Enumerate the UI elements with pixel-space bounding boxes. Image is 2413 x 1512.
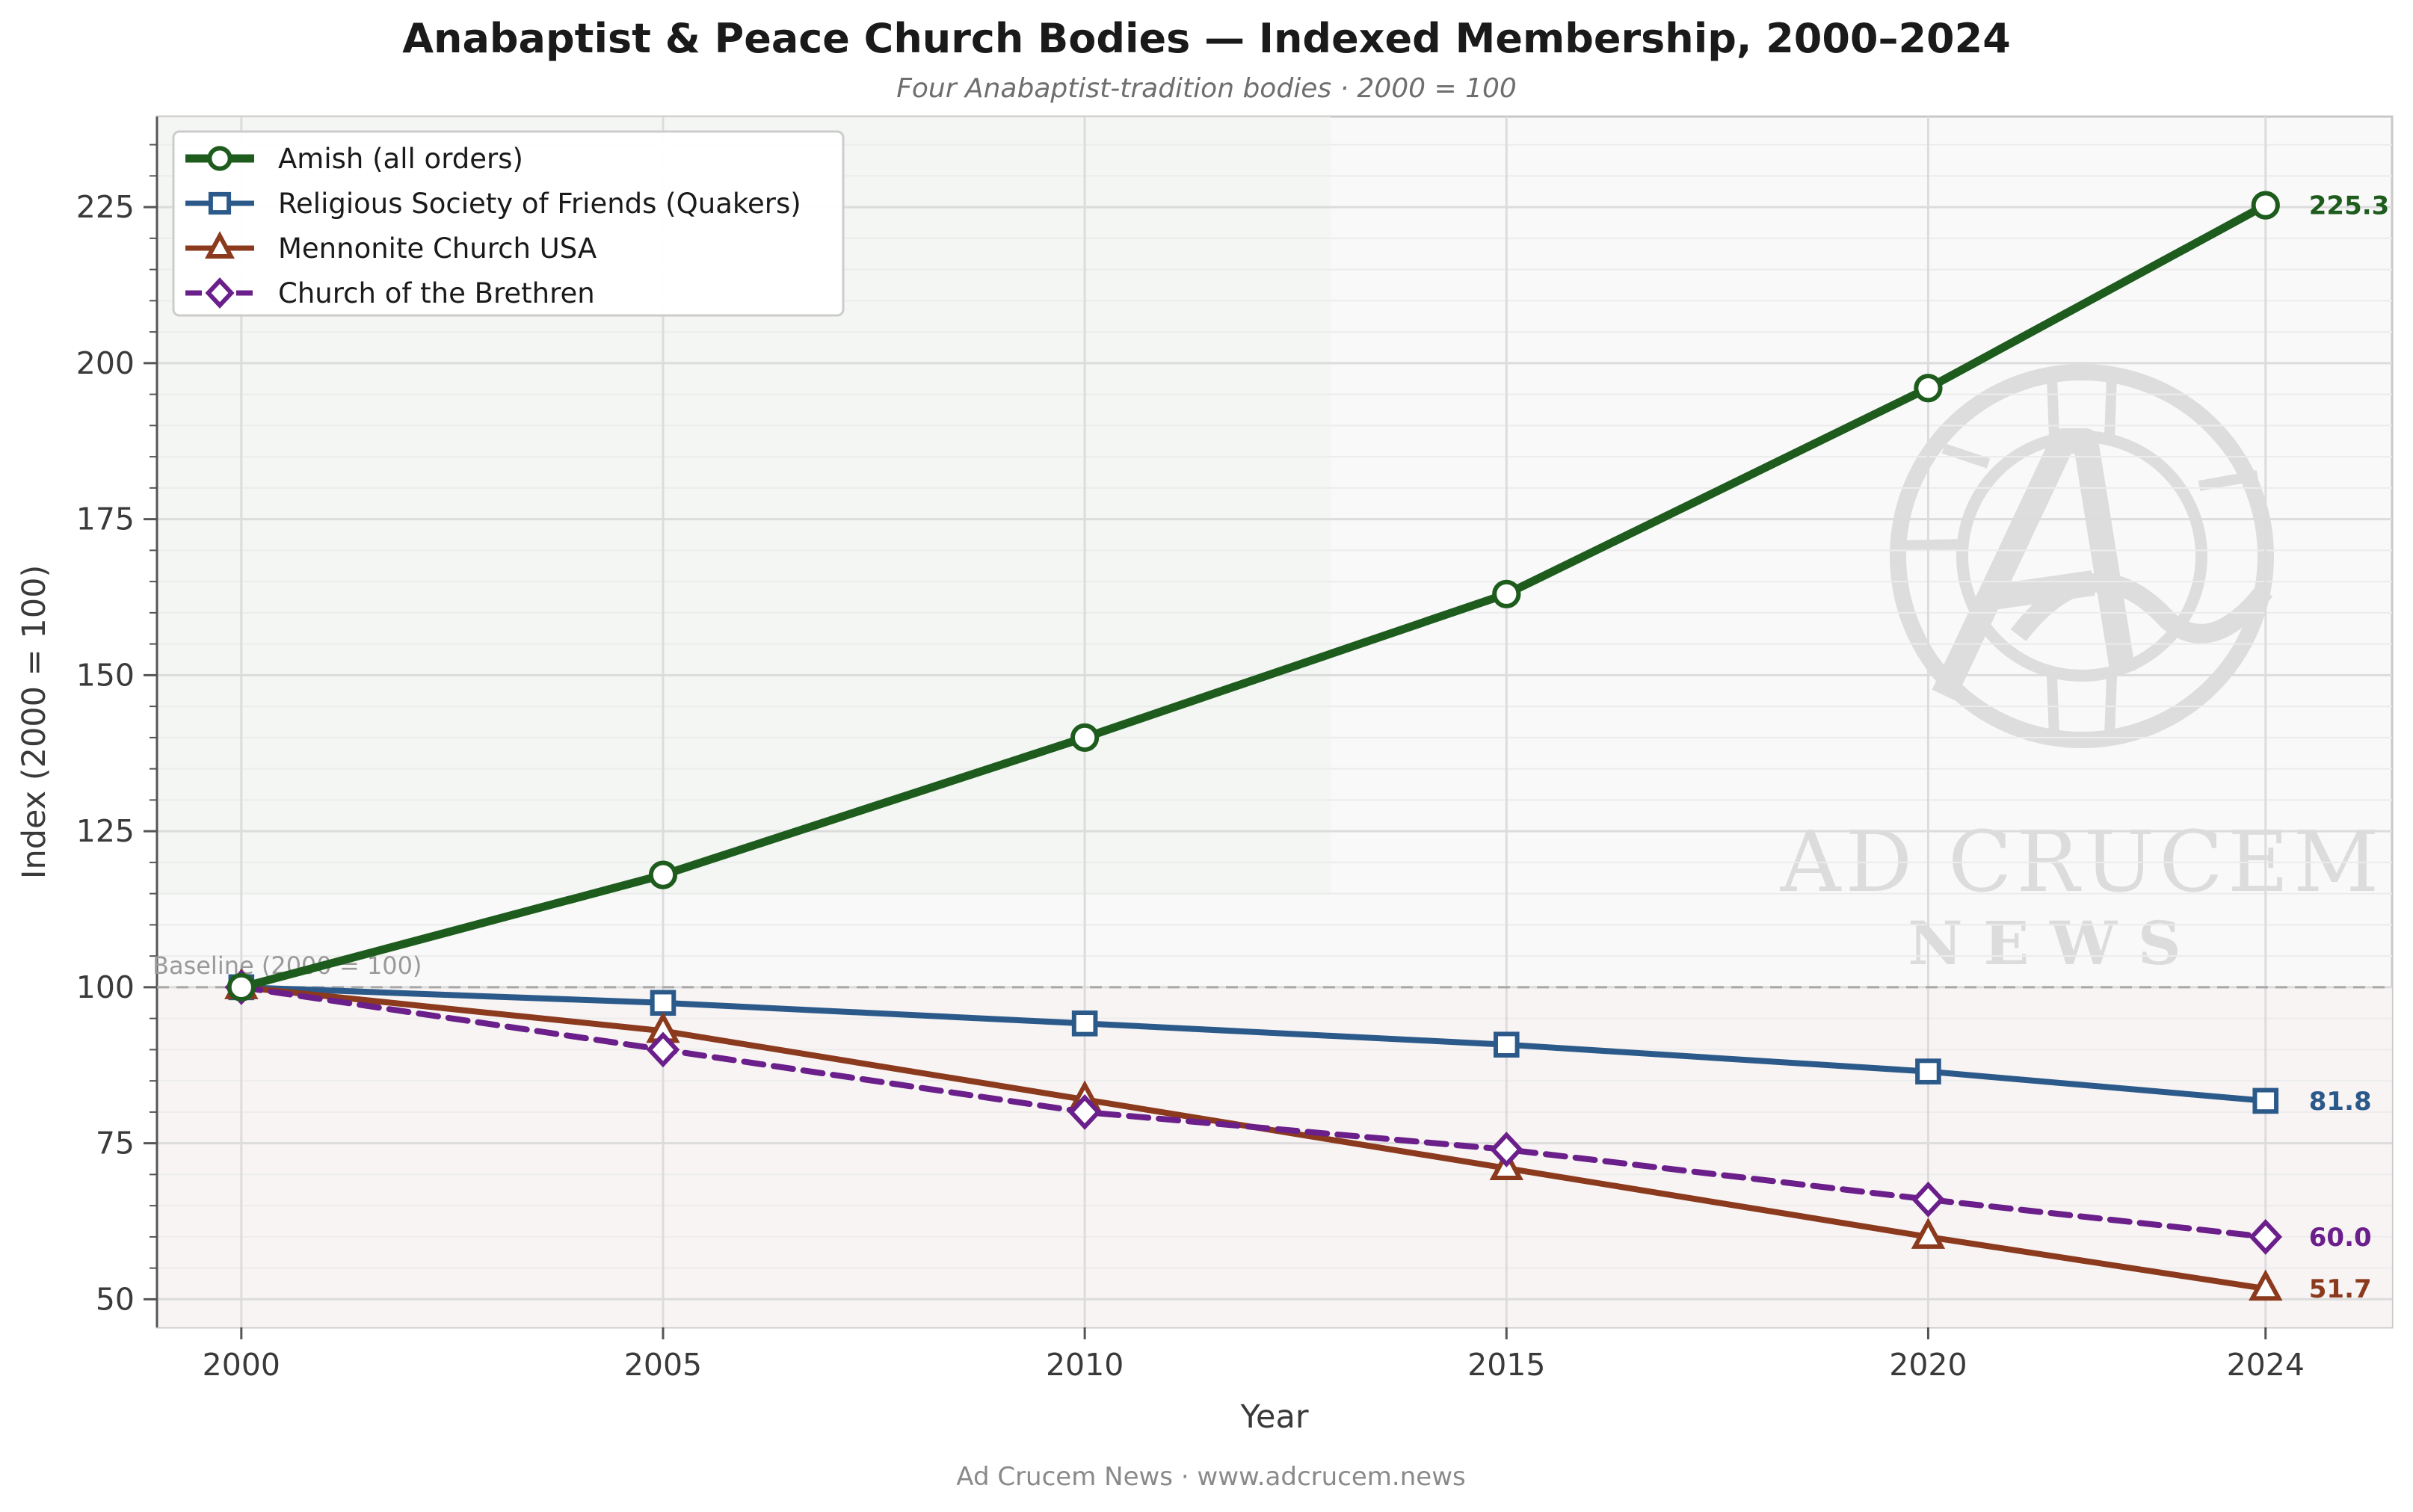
series-layer xyxy=(224,191,2283,1301)
data-point-amish-all-orders xyxy=(1070,723,1100,752)
end-value-label-mennonite-church-usa: 51.7 xyxy=(2309,1274,2372,1304)
y-tick-label: 100 xyxy=(76,969,135,1005)
data-point-religious-society-of-friends-quakers xyxy=(650,990,677,1016)
legend: Amish (all orders) Religious Society of F… xyxy=(172,130,845,317)
x-tick-label: 2015 xyxy=(1467,1347,1545,1383)
series-line-church-of-the-brethren xyxy=(238,984,2269,1240)
chart-subtitle: Four Anabaptist-tradition bodies · 2000 … xyxy=(896,73,1517,104)
data-point-mennonite-church-usa xyxy=(2249,1269,2283,1301)
y-tick-label: 75 xyxy=(96,1126,135,1161)
legend-label-church-of-the-brethren: Church of the Brethren xyxy=(278,277,595,309)
series-line-religious-society-of-friends-quakers xyxy=(238,984,2269,1104)
axes: 50 75 100 125 150 175 200 225 2000 2005 2010 2015 20… xyxy=(76,117,2305,1383)
watermark-spoke xyxy=(2198,470,2259,491)
data-point-religious-society-of-friends-quakers xyxy=(1915,1058,1941,1084)
x-axis-label: Year xyxy=(1239,1398,1308,1436)
footer-credit: Ad Crucem News · www.adcrucem.news xyxy=(956,1462,1465,1492)
data-point-amish-all-orders xyxy=(648,860,678,889)
decline-zone-shade xyxy=(157,987,2392,1327)
data-point-amish-all-orders xyxy=(226,972,256,1002)
x-tick-label: 2005 xyxy=(624,1347,702,1383)
y-tick-label: 175 xyxy=(76,502,135,537)
series-line-mennonite-church-usa xyxy=(238,984,2269,1292)
watermark-spoke xyxy=(1902,539,1965,551)
end-value-label-amish-all-orders: 225.3 xyxy=(2309,191,2390,221)
legend-marker-religious-society-of-friends-quakers xyxy=(208,191,232,215)
data-point-church-of-the-brethren xyxy=(1067,1094,1102,1130)
legend-label-religious-society-of-friends-quakers: Religious Society of Friends (Quakers) xyxy=(278,188,801,220)
watermark-spoke xyxy=(2104,376,2117,438)
data-point-religious-society-of-friends-quakers xyxy=(2252,1087,2279,1114)
watermark-spoke xyxy=(1941,443,1991,469)
data-point-amish-all-orders xyxy=(1492,579,1521,608)
x-tick-label: 2024 xyxy=(2227,1347,2305,1383)
chart-title: Anabaptist & Peace Church Bodies — Index… xyxy=(402,15,2011,62)
legend-box xyxy=(172,130,845,317)
data-point-amish-all-orders xyxy=(1914,374,1943,403)
x-tick-label: 2000 xyxy=(203,1347,280,1383)
data-point-church-of-the-brethren xyxy=(1911,1181,1945,1218)
series-line-amish-all-orders xyxy=(237,201,2270,992)
x-tick-label: 2020 xyxy=(1889,1347,1967,1383)
data-point-church-of-the-brethren xyxy=(646,1031,680,1068)
data-point-church-of-the-brethren xyxy=(2249,1219,2283,1255)
y-tick-label: 50 xyxy=(96,1281,135,1317)
legend-marker-mennonite-church-usa xyxy=(204,231,235,259)
watermark-swoosh xyxy=(2010,573,2273,644)
end-value-label-church-of-the-brethren: 60.0 xyxy=(2309,1223,2372,1253)
y-tick-label: 150 xyxy=(76,657,135,693)
y-tick-label: 200 xyxy=(76,345,135,381)
legend-marker-amish-all-orders xyxy=(207,146,232,171)
grid xyxy=(157,117,2392,1327)
end-labels: 81.8 51.7 60.0 225.3 xyxy=(2309,191,2390,1305)
watermark-spoke xyxy=(2047,376,2059,438)
end-value-label-religious-society-of-friends-quakers: 81.8 xyxy=(2309,1087,2372,1117)
data-point-amish-all-orders xyxy=(2251,191,2280,220)
y-tick-label: 225 xyxy=(76,189,135,225)
legend-marker-church-of-the-brethren xyxy=(205,277,235,309)
data-point-mennonite-church-usa xyxy=(1911,1218,1946,1249)
legend-label-mennonite-church-usa: Mennonite Church USA xyxy=(278,232,597,265)
legend-label-amish-all-orders: Amish (all orders) xyxy=(278,143,523,175)
y-axis-label: Index (2000 = 100) xyxy=(16,565,53,879)
x-tick-label: 2010 xyxy=(1046,1347,1124,1383)
watermark-subtitle: N E W S xyxy=(1908,908,2181,978)
data-point-religious-society-of-friends-quakers xyxy=(1493,1031,1520,1058)
data-point-religious-society-of-friends-quakers xyxy=(1071,1010,1098,1037)
data-point-church-of-the-brethren xyxy=(1489,1132,1523,1167)
y-tick-label: 125 xyxy=(76,813,135,849)
